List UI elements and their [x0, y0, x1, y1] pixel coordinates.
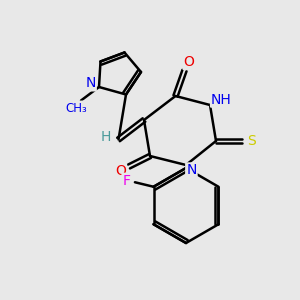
Text: H: H [101, 130, 111, 144]
Text: O: O [184, 55, 194, 69]
Text: N: N [186, 164, 197, 177]
Text: CH₃: CH₃ [66, 101, 87, 115]
Text: O: O [115, 164, 126, 178]
Text: NH: NH [211, 93, 232, 106]
Text: F: F [122, 174, 130, 188]
Text: N: N [85, 76, 96, 90]
Text: S: S [247, 134, 256, 148]
